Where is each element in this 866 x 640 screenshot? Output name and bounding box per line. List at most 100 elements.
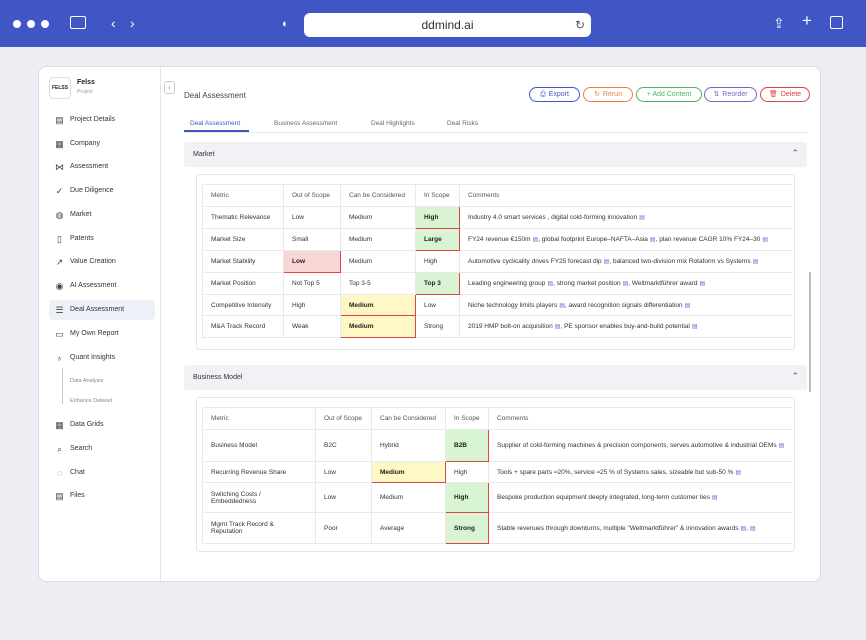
back-icon[interactable]: ‹ <box>111 15 116 31</box>
source-document-icon[interactable]: ▤ <box>778 443 785 449</box>
window-close-dot[interactable] <box>13 20 21 28</box>
source-document-icon[interactable]: ▤ <box>711 495 718 501</box>
metric-cell: Competitive Intensity <box>202 294 284 316</box>
sidebar-item-files[interactable]: ▤ Files <box>55 491 85 501</box>
sidebar-subitem-enhance-dataset[interactable]: Enhance Dataset <box>70 398 113 404</box>
col-header-in-scope: In Scope <box>445 407 489 430</box>
source-document-icon[interactable]: ▤ <box>559 302 565 309</box>
share-nodes-icon: ⋈ <box>55 162 64 172</box>
active-tab-indicator <box>184 130 249 132</box>
sidebar-item-search[interactable]: ⌕ Search <box>49 439 155 459</box>
trash-icon: 🗑 <box>768 91 778 98</box>
chevron-up-icon[interactable]: ⌃ <box>791 148 799 158</box>
business-model-section-header[interactable]: Business Model ⌃ <box>184 365 807 390</box>
comment-text: 2019 HMP bolt-on acquisition <box>468 323 553 330</box>
window-zoom-dot[interactable] <box>41 20 49 28</box>
source-document-icon[interactable]: ▤ <box>762 237 769 243</box>
privacy-shield-icon[interactable]: ◐ <box>282 18 289 30</box>
source-document-icon[interactable]: ▤ <box>532 237 539 243</box>
in-scope-cell: High <box>415 250 460 273</box>
add-content-button[interactable]: + Add Content <box>636 87 702 102</box>
sidebar-subitem-data-analysis[interactable]: Data Analysis <box>70 378 104 384</box>
comments-cell: 2019 HMP bolt-on acquisition ▤, PE sponso… <box>459 315 793 338</box>
sidebar-item-value-creation[interactable]: ↗ Value Creation <box>55 257 116 267</box>
metric-cell: Recurring Revenue Share <box>202 461 316 483</box>
sidebar-item-chat[interactable]: ◌ Chat <box>49 463 155 483</box>
trend-icon: ↗ <box>55 257 64 267</box>
scrollbar-thumb[interactable] <box>809 272 811 392</box>
table-row: Thematic Relevance Low Medium High Industry … <box>202 206 793 229</box>
source-document-icon[interactable]: ▤ <box>752 259 759 265</box>
forward-icon[interactable]: › <box>130 15 135 31</box>
globe-icon: ◍ <box>55 210 64 220</box>
sidebar-item-data-grids[interactable]: ▦ Data Grids <box>55 420 104 430</box>
share-icon[interactable]: ⇪ <box>773 15 785 31</box>
sidebar-item-deal-assessment[interactable]: ☰ Deal Assessment <box>49 300 155 320</box>
collapse-sidebar-button[interactable]: ‹ <box>164 81 175 94</box>
bulb-icon: ♁ <box>56 353 63 363</box>
tab-deal-highlights[interactable]: Deal Highlights <box>371 120 415 127</box>
in-scope-cell: B2B <box>445 429 489 462</box>
market-section-header[interactable]: Market ⌃ <box>184 142 807 167</box>
reload-icon[interactable]: ↻ <box>574 18 585 32</box>
can-be-considered-cell: Medium <box>340 228 416 251</box>
table-row: Switching Costs / Embeddedness Low Medium H… <box>202 482 793 513</box>
comment-text: , Weltmarktführer award <box>628 280 698 287</box>
sidebar-item-company[interactable]: ▦ Company <box>55 139 100 149</box>
delete-button[interactable]: 🗑 Delete <box>760 87 810 102</box>
export-button[interactable]: ⎙ Export <box>529 87 580 102</box>
out-of-scope-cell: Low <box>283 206 341 229</box>
chevron-up-icon[interactable]: ⌃ <box>791 371 799 381</box>
market-section-title: Market <box>193 151 215 158</box>
source-document-icon[interactable]: ▤ <box>649 237 656 243</box>
subnav-line <box>62 368 63 404</box>
sidebar-item-patents[interactable]: ▯ Patents <box>49 229 155 249</box>
window-minimize-dot[interactable] <box>27 20 35 28</box>
source-document-icon[interactable]: ▤ <box>554 324 561 330</box>
source-document-icon[interactable]: ▤ <box>622 281 629 287</box>
address-bar[interactable]: ddmind.ai ↻ <box>304 13 591 37</box>
sidebar-item-quant-insights[interactable]: ♁ Quant Insights <box>49 348 155 368</box>
building-icon: ▦ <box>55 139 64 149</box>
reorder-button[interactable]: ⇅ Reorder <box>704 87 757 102</box>
sidebar-item-assessment[interactable]: ⋈ Assessment <box>55 162 109 172</box>
source-document-icon[interactable]: ▤ <box>547 281 554 287</box>
comments-cell: Supplier of cold-forming machines & prec… <box>488 429 793 462</box>
grid-icon: ▦ <box>55 420 64 430</box>
source-document-icon[interactable]: ▤ <box>735 469 742 476</box>
eye-icon: ◉ <box>55 281 64 291</box>
comment-text: Supplier of cold-forming machines & prec… <box>497 442 777 449</box>
table-row: Mgmt Track Record & Reputation Poor Averag… <box>202 512 793 544</box>
tab-deal-risks[interactable]: Deal Risks <box>447 120 479 127</box>
source-document-icon[interactable]: ▤ <box>684 302 691 309</box>
project-name: Felss <box>77 79 95 86</box>
source-document-icon[interactable]: ▤ <box>603 259 610 265</box>
sidebar-item-my-own-report[interactable]: ▭ My Own Report <box>55 329 119 339</box>
sidebar-item-ai-assessment[interactable]: ◉ AI Assessment <box>55 281 117 291</box>
sidebar-item-due-diligence[interactable]: ✓ Due Diligence <box>55 186 114 196</box>
source-document-icon[interactable]: ▤ <box>699 281 706 287</box>
metric-cell: Market Stability <box>202 250 284 273</box>
rerun-button[interactable]: ↻ Rerun <box>583 87 633 102</box>
source-document-icon[interactable]: ▤ <box>639 215 645 221</box>
files-icon: ▤ <box>55 491 64 501</box>
in-scope-cell: Large <box>415 228 460 251</box>
new-tab-icon[interactable]: + <box>802 11 812 30</box>
sidebar-item-project-details[interactable]: ▤ Project Details <box>55 115 116 125</box>
tab-overview-icon[interactable] <box>830 16 843 29</box>
comments-cell: Leading engineering group ▤, strong marke… <box>459 272 793 295</box>
sidebar-toggle-icon[interactable] <box>70 16 86 29</box>
col-header-comments: Comments <box>488 407 793 430</box>
can-be-considered-cell: Medium <box>371 461 446 483</box>
browser-toolbar: ‹ › ◐ ddmind.ai ↻ ⇪ + <box>0 0 866 47</box>
tab-business-assessment[interactable]: Business Assessment <box>274 120 338 127</box>
out-of-scope-cell: Low <box>315 461 372 483</box>
comment-text: , plan revenue CAGR 10% FY24–30 <box>655 236 761 243</box>
source-document-icon[interactable]: ▤ <box>740 525 747 532</box>
source-document-icon[interactable]: ▤ <box>691 324 698 330</box>
sidebar-item-market[interactable]: ◍ Market <box>55 210 92 220</box>
source-document-icon[interactable]: ▤ <box>750 525 756 532</box>
tab-deal-assessment[interactable]: Deal Assessment <box>190 120 241 127</box>
sections-scroll-area[interactable]: Market ⌃ Metric Out of Scope Can be Cons… <box>184 142 809 581</box>
metric-cell: M&A Track Record <box>202 315 284 338</box>
